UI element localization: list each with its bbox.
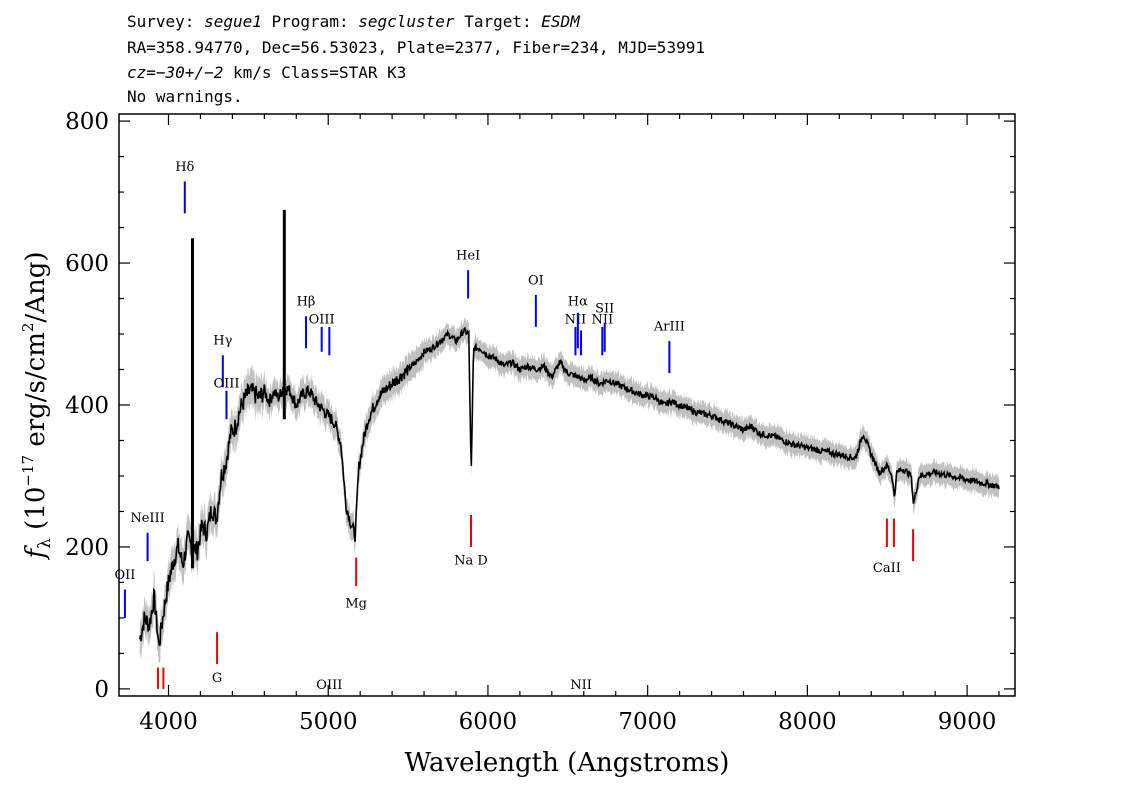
y-title-pre: (10 (21, 487, 51, 539)
y-tick-label-400: 400 (65, 393, 109, 419)
survey-value: segue1 (204, 12, 262, 31)
svg-text:fλ (10−17 erg/s/cm2/Ang): fλ (10−17 erg/s/cm2/Ang) (19, 252, 55, 561)
target-key: Target: (464, 12, 532, 31)
emission-line-label-12: NII (570, 678, 592, 693)
x-axis-title: Wavelength (Angstroms) (405, 748, 730, 778)
emission-line-label-6: OIII (309, 312, 335, 327)
y-title-exp2: 2 (19, 323, 37, 333)
program-key: Program: (271, 12, 349, 31)
x-tick-label-7000: 7000 (618, 709, 677, 735)
y-tick-label-0: 0 (94, 677, 109, 703)
survey-key: Survey: (127, 12, 195, 31)
emission-line-label-8: HeI (456, 249, 480, 264)
emission-line-label-13: NII (591, 312, 613, 327)
emission-line-label-5: Hβ (297, 295, 316, 310)
emission-line-label-10: NII (565, 312, 587, 327)
y-title-mid: erg/s/cm (21, 332, 51, 455)
emission-line-label-4: OIII (213, 376, 239, 391)
target-value: ESDM (541, 12, 580, 31)
y-title-exp: −17 (19, 455, 37, 487)
error-band-area (139, 316, 1000, 664)
cz-value: −30+/−2 (155, 63, 224, 82)
spectral-lines: OIINeIIIHδHγOIIIHβOIIIOIIIHeIOINIIHαNIIN… (114, 160, 915, 693)
flux-line (139, 326, 1000, 647)
emission-line-label-15: ArIII (653, 319, 685, 334)
header-line-1: Survey: segue1 Program: segcluster Targe… (127, 12, 580, 32)
y-title-lambda: λ (35, 538, 55, 549)
x-tick-label-9000: 9000 (938, 709, 997, 735)
axis-ticks: 4000 5000 6000 7000 8000 9000 0 200 400 600 800 (65, 109, 1015, 735)
header-line-2: RA=358.94770, Dec=56.53023, Plate=2377, … (127, 38, 705, 57)
emission-line-label-0: OII (114, 568, 135, 583)
absorption-line-label-5: CaII (873, 561, 901, 576)
program-value: segcluster (358, 12, 455, 31)
y-tick-label-800: 800 (65, 109, 109, 135)
class-text: km/s Class=STAR K3 (223, 63, 407, 82)
x-tick-label-4000: 4000 (139, 709, 198, 735)
emission-line-label-14: SII (595, 302, 614, 317)
cz-key: cz= (127, 63, 156, 82)
header-line-4: No warnings. (127, 87, 243, 106)
emission-line-label-7: OIII (316, 678, 342, 693)
absorption-line-label-4: Na D (454, 554, 488, 569)
error-band (139, 316, 1000, 664)
x-tick-label-8000: 8000 (778, 709, 837, 735)
absorption-line-label-3: Mg (345, 596, 367, 611)
x-tick-label-5000: 5000 (299, 709, 358, 735)
y-axis-title: fλ (10−17 erg/s/cm2/Ang) (19, 252, 55, 561)
absorption-line-label-2: G (212, 671, 222, 686)
emission-line-label-11: Hα (568, 295, 588, 310)
y-tick-label-200: 200 (65, 535, 109, 561)
emission-line-label-9: OI (528, 273, 544, 288)
header-line-3: cz=−30+/−2 km/s Class=STAR K3 (127, 63, 406, 83)
flux-series (139, 209, 1000, 647)
emission-line-label-2: Hδ (175, 160, 194, 175)
y-title-post: /Ang) (21, 252, 51, 323)
x-tick-label-6000: 6000 (459, 709, 518, 735)
emission-line-label-3: Hγ (213, 334, 232, 349)
y-tick-label-600: 600 (65, 251, 109, 277)
emission-line-label-1: NeIII (130, 511, 164, 526)
